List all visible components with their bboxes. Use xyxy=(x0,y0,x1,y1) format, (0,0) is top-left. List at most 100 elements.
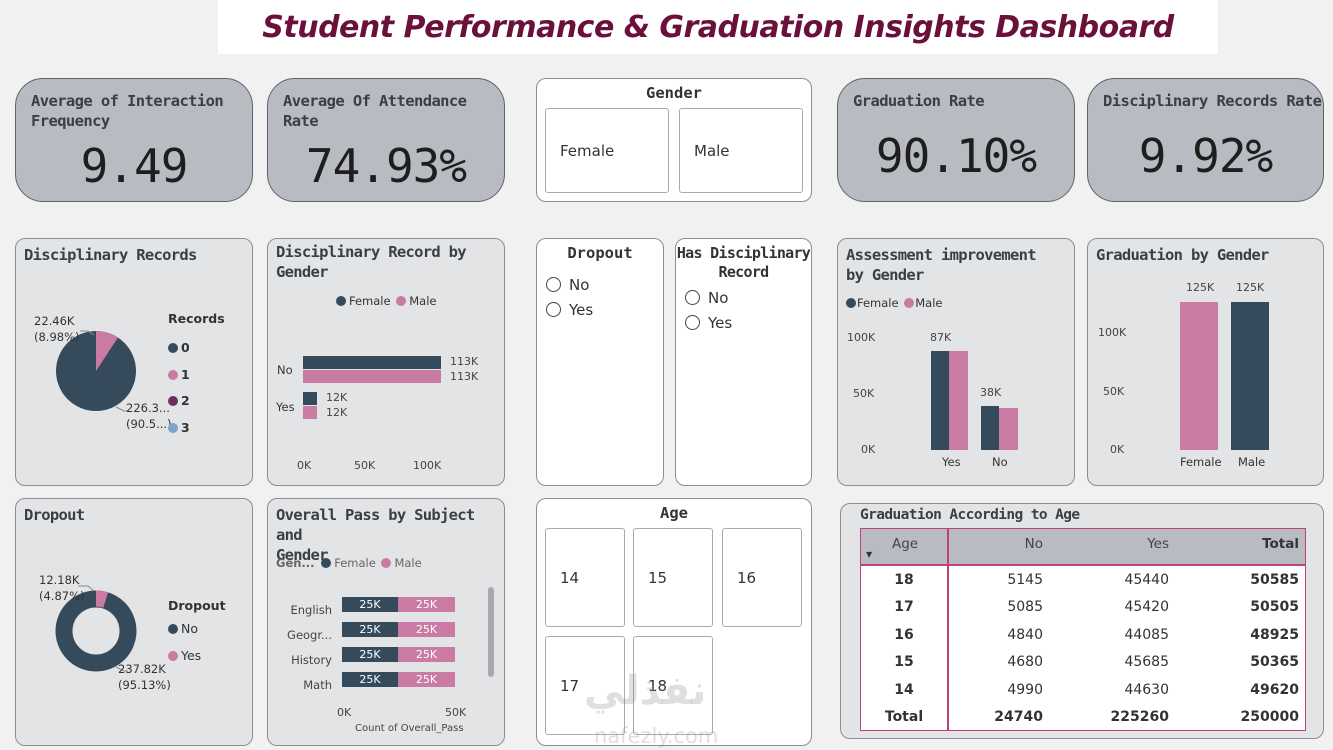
bar-female[interactable]: 25K xyxy=(342,672,398,687)
bar-no-male[interactable] xyxy=(999,408,1018,450)
cell-age: Total xyxy=(884,709,924,726)
table-row[interactable]: 15 4680 45685 50365 xyxy=(861,649,1305,677)
header-divider xyxy=(861,564,1305,566)
cell-age: 16 xyxy=(894,626,914,643)
header-yes[interactable]: Yes xyxy=(1147,536,1169,552)
age-option-17[interactable]: 17 xyxy=(545,636,625,735)
disc-option-no[interactable]: No xyxy=(685,286,732,311)
slicer-title: Record xyxy=(718,263,770,281)
header-age[interactable]: Age xyxy=(892,536,919,552)
category-label: No xyxy=(992,455,1008,469)
data-label: 125K xyxy=(1236,281,1265,294)
bar-male[interactable] xyxy=(1231,302,1269,450)
gender-option-male[interactable]: Male xyxy=(679,108,803,193)
axis-tick: 50K xyxy=(1103,385,1125,398)
legend-item[interactable]: 0 xyxy=(168,335,190,362)
axis-tick: 0K xyxy=(337,706,352,719)
legend-item[interactable]: 3 xyxy=(168,415,190,442)
assessment-improvement-card: Assessment improvement by Gender Female M… xyxy=(837,238,1075,486)
cell-yes: 45685 xyxy=(1124,654,1169,671)
age-option-18[interactable]: 18 xyxy=(633,636,713,735)
legend: No Yes xyxy=(168,616,201,669)
donut-slice-no[interactable] xyxy=(55,590,137,672)
table-row[interactable]: 14 4990 44630 49620 xyxy=(861,676,1305,704)
axis-tick: 100K xyxy=(1098,326,1127,339)
legend-item[interactable]: 2 xyxy=(168,388,190,415)
pie-slice-1[interactable] xyxy=(96,331,118,371)
legend-item[interactable]: No xyxy=(168,616,201,643)
radio-icon[interactable] xyxy=(685,290,700,305)
axis-tick: 0K xyxy=(297,459,312,472)
cell-total: 50505 xyxy=(1250,599,1299,616)
cell-no: 5145 xyxy=(1007,571,1043,588)
cell-total: 50585 xyxy=(1250,571,1299,588)
bar-female[interactable]: 25K xyxy=(342,622,398,637)
bar-pair-geography[interactable]: 25K 25K xyxy=(342,622,455,637)
category-label: History xyxy=(291,653,332,667)
table-row[interactable]: 18 5145 45440 50585 xyxy=(861,566,1305,594)
legend-title: Records xyxy=(168,311,225,326)
sort-desc-icon[interactable]: ▼ xyxy=(866,550,873,559)
chart-title: Disciplinary Records xyxy=(24,246,197,264)
cell-age: 15 xyxy=(894,654,914,671)
bar-yes-male[interactable] xyxy=(949,351,968,450)
legend-title: Dropout xyxy=(168,598,226,613)
slice-label: 226.3... xyxy=(126,401,170,415)
bar-yes-male[interactable] xyxy=(303,406,317,419)
legend-item[interactable]: 1 xyxy=(168,362,190,389)
bar-pair-math[interactable]: 25K 25K xyxy=(342,672,455,687)
dropout-option-yes[interactable]: Yes xyxy=(546,298,593,323)
radio-icon[interactable] xyxy=(685,315,700,330)
category-label: Math xyxy=(303,678,332,692)
donut-slice-yes[interactable] xyxy=(96,590,109,608)
gender-option-female[interactable]: Female xyxy=(545,108,669,193)
table-row[interactable]: 16 4840 44085 48925 xyxy=(861,621,1305,649)
header-no[interactable]: No xyxy=(1024,536,1043,552)
age-option-15[interactable]: 15 xyxy=(633,528,713,627)
axis-label: Count of Overall_Pass xyxy=(355,723,464,734)
kpi-label: Frequency xyxy=(31,112,110,130)
dropout-option-no[interactable]: No xyxy=(546,273,593,298)
bar-male[interactable]: 25K xyxy=(398,672,455,687)
cell-yes: 225260 xyxy=(1110,709,1169,726)
cell-age: 17 xyxy=(894,599,914,616)
age-option-16[interactable]: 16 xyxy=(722,528,802,627)
gender-slicer: Gender Female Male xyxy=(536,78,812,202)
bar-no-male[interactable] xyxy=(303,370,441,383)
legend: 0 1 2 3 xyxy=(168,335,190,441)
data-label: 12K xyxy=(326,406,348,419)
age-option-14[interactable]: 14 xyxy=(545,528,625,627)
kpi-label: Average of Interaction xyxy=(31,92,224,110)
cell-total: 50365 xyxy=(1250,654,1299,671)
chart-title: Gender xyxy=(276,263,328,281)
disc-option-yes[interactable]: Yes xyxy=(685,311,732,336)
bar-no-female[interactable] xyxy=(303,356,441,369)
table-row[interactable]: 17 5085 45420 50505 xyxy=(861,594,1305,622)
bar-male[interactable]: 25K xyxy=(398,622,455,637)
data-label: 113K xyxy=(450,355,479,368)
header-total[interactable]: Total xyxy=(1262,536,1299,552)
kpi-disciplinary-rate: Disciplinary Records Rate 9.92% xyxy=(1087,78,1324,202)
bar-male[interactable]: 25K xyxy=(398,647,455,662)
table-total-row[interactable]: Total 24740 225260 250000 xyxy=(861,704,1305,732)
radio-icon[interactable] xyxy=(546,302,561,317)
graduation-by-gender-card: Graduation by Gender 100K 50K 0K 125K 12… xyxy=(1087,238,1324,486)
radio-icon[interactable] xyxy=(546,277,561,292)
bar-no-female[interactable] xyxy=(981,406,999,450)
bar-female[interactable]: 25K xyxy=(342,647,398,662)
data-label: 125K xyxy=(1186,281,1215,294)
scrollbar[interactable] xyxy=(488,587,494,677)
cell-yes: 45420 xyxy=(1124,599,1169,616)
bar-female[interactable] xyxy=(1180,302,1218,450)
bar-male[interactable]: 25K xyxy=(398,597,455,612)
bar-yes-female[interactable] xyxy=(931,351,949,450)
bar-yes-female[interactable] xyxy=(303,392,317,405)
slice-label: 237.82K xyxy=(118,662,166,676)
category-label: Yes xyxy=(276,400,295,414)
bar-pair-history[interactable]: 25K 25K xyxy=(342,647,455,662)
category-label: Male xyxy=(1238,455,1266,469)
legend-item[interactable]: Yes xyxy=(168,643,201,670)
bar-female[interactable]: 25K xyxy=(342,597,398,612)
bar-pair-english[interactable]: 25K 25K xyxy=(342,597,455,612)
table-header: ▼ Age No Yes Total xyxy=(861,529,1305,564)
